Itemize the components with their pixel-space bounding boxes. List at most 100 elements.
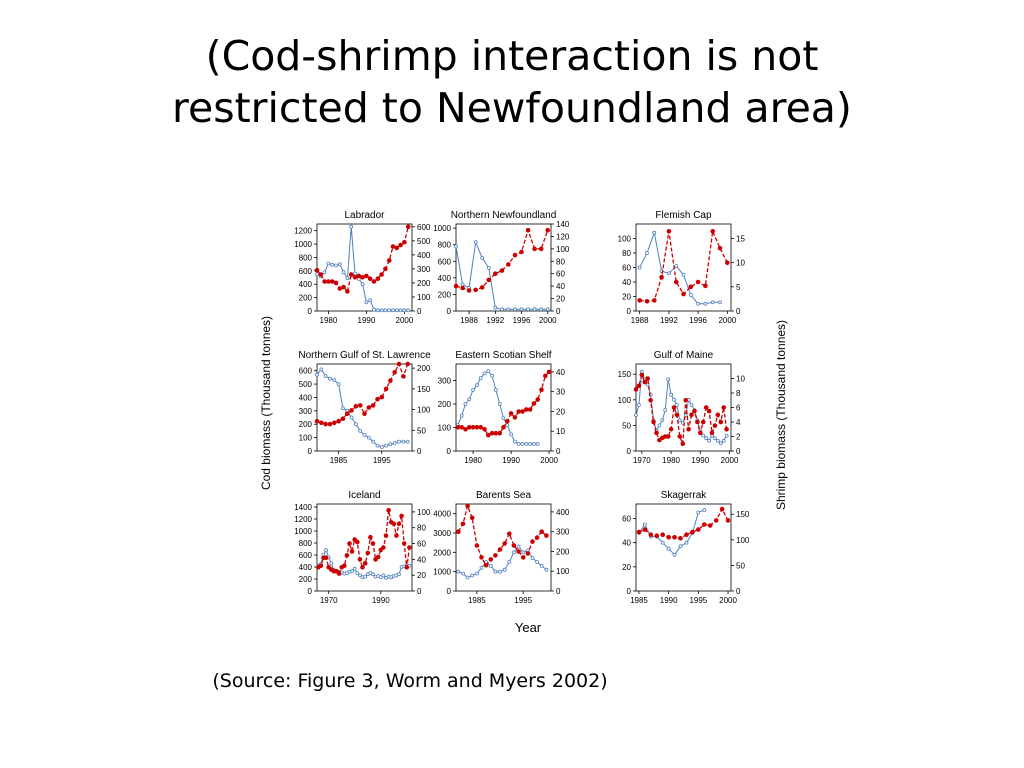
right-tick-label: 0 [556, 587, 561, 596]
cod-data-point [663, 408, 668, 413]
panel-title: Eastern Scotian Shelf [455, 350, 551, 361]
shrimp-data-point [497, 430, 503, 436]
shrimp-data-point [665, 434, 671, 439]
cod-data-point [530, 556, 535, 561]
right-tick-label: 40 [556, 368, 565, 377]
cod-data-point [315, 372, 319, 377]
cod-data-point [362, 432, 367, 437]
cod-data-point [349, 415, 354, 420]
shrimp-data-point [356, 273, 362, 279]
cod-series-line [458, 545, 547, 579]
cod-data-point [460, 282, 465, 287]
cod-data-point [471, 387, 476, 392]
panel-title: Northern Gulf of St. Lawrence [298, 350, 431, 361]
right-tick-label: 2 [736, 433, 741, 442]
shrimp-data-point [379, 394, 385, 400]
right-tick-label: 300 [417, 265, 431, 274]
shrimp-data-point [370, 541, 376, 546]
cod-data-point [702, 508, 707, 512]
shrimp-data-point [368, 534, 373, 540]
cod-data-point [486, 369, 491, 374]
cod-data-point [368, 298, 373, 303]
shrimp-data-point [344, 553, 350, 558]
left-tick-label: 0 [627, 307, 632, 316]
cod-data-point [666, 377, 671, 382]
shrimp-data-point [365, 550, 371, 556]
shrimp-data-point [695, 527, 701, 532]
panel-northern-newfoundland: Northern Newfoundland0200400600800100002… [433, 210, 570, 325]
cod-data-point [521, 550, 526, 555]
shrimp-data-point [342, 563, 347, 569]
cod-data-point [493, 305, 498, 310]
left-tick-label: 0 [627, 447, 632, 456]
shrimp-data-point [314, 268, 320, 273]
cod-data-point [718, 300, 722, 305]
shrimp-data-point [362, 560, 368, 566]
shrimp-data-point [466, 288, 472, 293]
shrimp-data-point [718, 419, 724, 425]
left-tick-label: 1200 [294, 515, 312, 524]
right-tick-label: 500 [417, 237, 431, 246]
x-tick-label: 2000 [540, 456, 558, 465]
cod-data-point [349, 224, 354, 229]
cod-data-point [539, 563, 544, 568]
cod-data-point [341, 406, 345, 411]
shrimp-data-point [375, 276, 381, 281]
shrimp-data-point [636, 529, 642, 535]
cod-data-point [674, 264, 679, 268]
left-tick-label: 400 [438, 274, 452, 283]
shrimp-data-point [337, 286, 343, 291]
shrimp-data-point [710, 228, 716, 234]
right-tick-label: 40 [556, 282, 565, 291]
left-tick-label: 80 [622, 249, 631, 258]
shrimp-data-point [523, 407, 529, 412]
x-tick-label: 1990 [372, 596, 390, 605]
shrimp-data-point [364, 273, 369, 279]
cod-data-point [636, 402, 641, 407]
shrimp-data-point [516, 409, 522, 414]
shrimp-data-point [525, 551, 531, 556]
right-tick-label: 40 [417, 555, 426, 564]
shrimp-data-point [483, 562, 489, 568]
cod-data-point [721, 438, 726, 443]
panel-title: Gulf of Maine [654, 350, 714, 361]
left-tick-label: 600 [438, 257, 452, 266]
cod-data-point [332, 378, 337, 383]
cod-data-point [512, 439, 517, 444]
right-tick-label: 100 [417, 293, 431, 302]
shrimp-data-point [697, 430, 703, 436]
shrimp-data-point [375, 396, 380, 402]
cod-data-point [470, 573, 475, 578]
shrimp-data-point [703, 405, 709, 410]
cod-data-point [535, 441, 540, 446]
shrimp-data-point [493, 553, 498, 558]
panel-skagerrak: Skagerrak 0 20 40 60 0 50 100 150 1985 1990 1995 200… [622, 490, 750, 605]
shrimp-data-point [396, 361, 402, 367]
shrimp-data-point [516, 549, 521, 554]
right-tick-label: 150 [736, 510, 750, 519]
right-tick-label: 5 [736, 283, 741, 292]
shrimp-data-point [353, 404, 359, 409]
right-tick-label: 80 [556, 257, 565, 266]
shrimp-data-point [719, 506, 725, 512]
right-tick-label: 50 [417, 426, 426, 435]
shrimp-data-point [724, 427, 729, 432]
shrimp-data-point [332, 420, 337, 426]
shrimp-data-point [394, 245, 400, 251]
cod-data-point [375, 308, 380, 313]
panel-title: Flemish Cap [655, 210, 712, 221]
x-tick-label: 1995 [373, 456, 391, 465]
right-tick-label: 20 [556, 407, 565, 416]
shrimp-data-point [318, 272, 324, 277]
left-tick-label: 60 [622, 264, 631, 273]
shrimp-data-point [677, 434, 683, 439]
panel-frame [635, 503, 732, 592]
shrimp-data-point [654, 533, 660, 539]
right-tick-label: 0 [736, 587, 741, 596]
shrimp-data-point [666, 228, 672, 234]
shrimp-data-point [467, 425, 472, 430]
shrimp-data-point [701, 522, 707, 527]
left-tick-label: 200 [299, 575, 313, 584]
shrimp-data-point [674, 412, 680, 418]
shrimp-data-point [323, 555, 329, 561]
